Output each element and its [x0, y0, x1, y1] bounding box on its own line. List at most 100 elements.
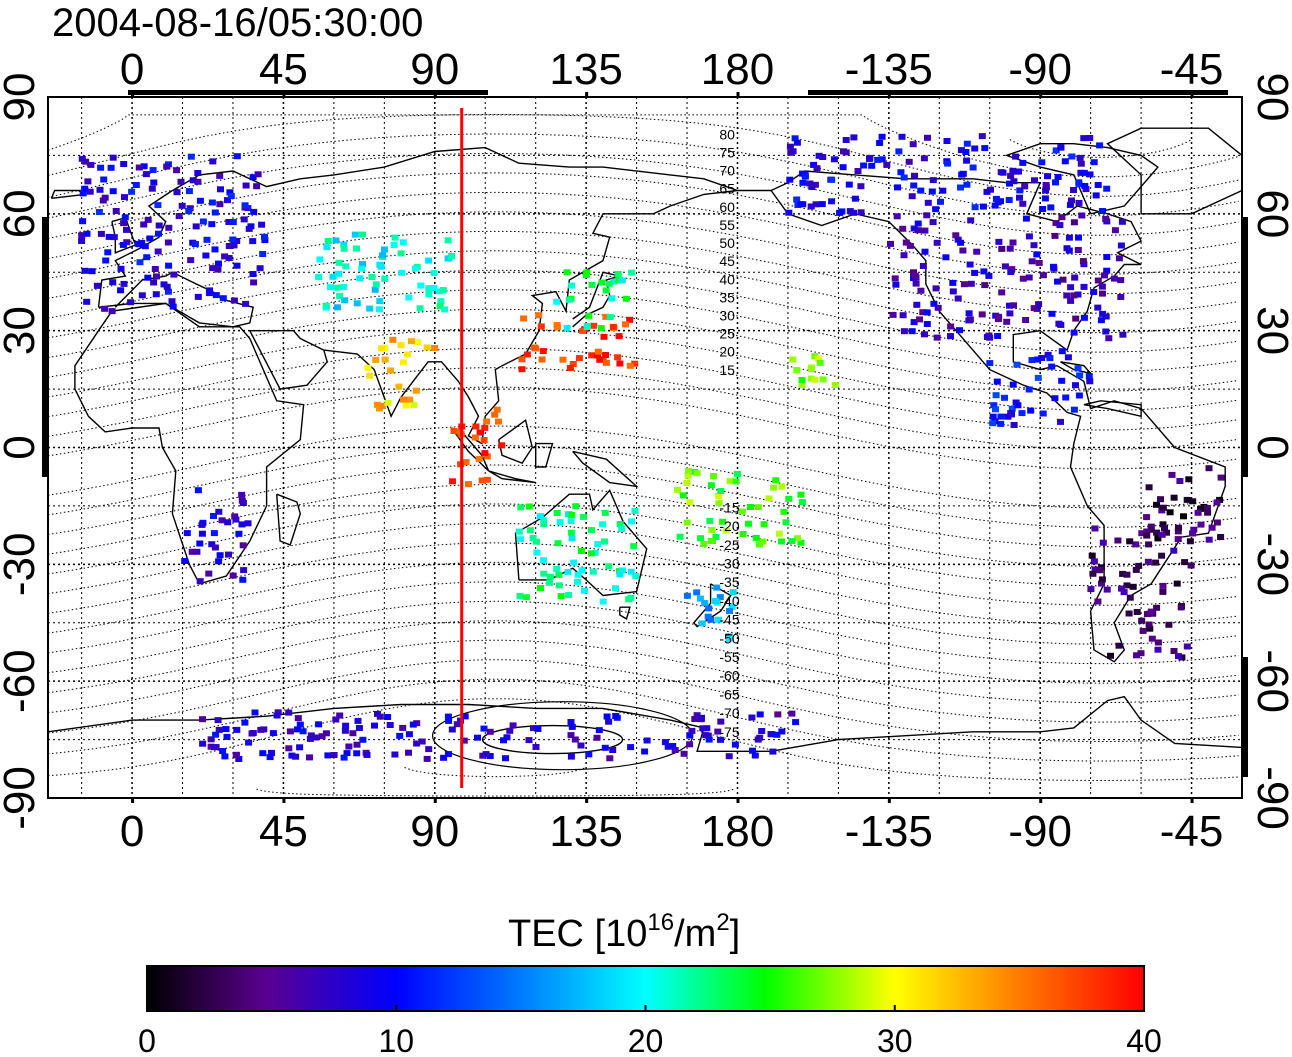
frame-tick [887, 798, 891, 803]
tec-pixel [788, 538, 796, 545]
tec-pixel [616, 360, 624, 367]
tec-pixel [335, 270, 343, 277]
tec-pixel [123, 226, 130, 233]
tec-pixel [1008, 405, 1016, 412]
tec-pixel [324, 752, 332, 759]
tec-pixel [120, 161, 128, 167]
tec-pixel [599, 521, 607, 528]
tec-pixel [707, 482, 715, 489]
colorbar-gradient [146, 965, 1145, 1012]
tec-pixel [413, 740, 421, 747]
tec-pixel [1034, 356, 1042, 363]
tec-pixel [923, 309, 931, 316]
tec-pixel [242, 182, 250, 189]
tec-pixel [574, 578, 581, 585]
tec-pixel [591, 549, 599, 556]
tec-pixel [227, 193, 235, 199]
tec-pixel [260, 726, 268, 733]
tec-pixel [1074, 291, 1082, 298]
tec-pixel [563, 269, 571, 276]
mlat-contour [48, 561, 1239, 645]
tec-pixel [491, 411, 499, 418]
tec-pixel [932, 206, 940, 213]
tec-pixel [193, 548, 201, 555]
tec-pixel [798, 382, 806, 388]
tec-pixel [1166, 509, 1174, 516]
tec-pixel [949, 288, 957, 295]
tec-pixel [1074, 365, 1082, 372]
tec-pixel [329, 273, 337, 280]
tec-pixel [952, 232, 960, 239]
tec-pixel [215, 260, 222, 267]
tec-pixel [807, 375, 815, 382]
tec-pixel [1119, 331, 1127, 338]
tec-pixel [913, 301, 921, 308]
tec-pixel [791, 135, 799, 142]
tec-pixel [97, 230, 105, 237]
lon-tick-label: 90 [410, 807, 459, 856]
tec-pixel [602, 313, 610, 320]
frame-tick [736, 798, 740, 803]
frame-bar [1243, 217, 1248, 477]
tec-pixel [601, 538, 608, 545]
mlat-label: 30 [719, 307, 735, 323]
tec-pixel [1051, 232, 1059, 239]
tec-pixel [1062, 394, 1070, 401]
tec-pixel [217, 186, 224, 193]
tec-pixel [801, 173, 809, 180]
tec-pixel [373, 401, 381, 408]
tec-pixel [798, 377, 806, 383]
tec-pixel [117, 265, 125, 272]
tec-pixel [525, 737, 533, 744]
tec-pixel [286, 728, 294, 735]
tec-pixel [1039, 410, 1047, 417]
mlat-label: -25 [719, 537, 739, 553]
tec-pixel [789, 356, 797, 363]
mlat-label: 45 [719, 253, 735, 269]
tec-pixel [618, 277, 626, 284]
tec-pixel [725, 753, 733, 760]
tec-pixel [78, 238, 86, 244]
tec-pixel [1028, 357, 1036, 364]
tec-pixel [555, 571, 563, 578]
tec-pixel [154, 202, 162, 209]
tec-pixel [1175, 524, 1182, 531]
tec-pixel [726, 478, 734, 485]
tec-pixel [97, 164, 105, 171]
tec-pixel [793, 139, 801, 146]
tec-pixel [1039, 272, 1047, 279]
tec-pixel [746, 504, 754, 510]
tec-pixel [177, 178, 185, 185]
tec-pixel [588, 352, 596, 359]
tec-pixel [1154, 639, 1162, 646]
tec-pixel [627, 594, 635, 601]
tec-pixel [194, 293, 202, 300]
tec-pixel [371, 722, 378, 729]
tec-pixel [615, 277, 623, 284]
tec-pixel [486, 728, 494, 735]
tec-pixel [957, 147, 965, 154]
tec-pixel [435, 288, 443, 295]
tec-pixel [79, 218, 87, 225]
tec-pixel [335, 259, 343, 266]
tec-pixel [889, 311, 897, 318]
tec-pixel [1197, 521, 1205, 528]
tec-pixel [1120, 589, 1128, 596]
frame-tick [1039, 798, 1043, 803]
tec-pixel [1074, 247, 1082, 253]
tec-pixel [565, 296, 573, 303]
tec-pixel [390, 242, 398, 248]
tec-pixel [688, 727, 696, 734]
tec-pixel [1010, 178, 1018, 185]
frame-bar [1243, 657, 1248, 777]
tec-pixel [553, 298, 561, 305]
tec-pixel [444, 713, 452, 720]
tec-pixel [1203, 504, 1211, 511]
tec-pixel [919, 309, 927, 316]
tec-pixel [100, 176, 108, 183]
tec-pixel [1019, 275, 1027, 282]
tec-pixel [87, 161, 95, 168]
tec-pixel [845, 181, 853, 188]
tec-pixel [997, 413, 1005, 420]
